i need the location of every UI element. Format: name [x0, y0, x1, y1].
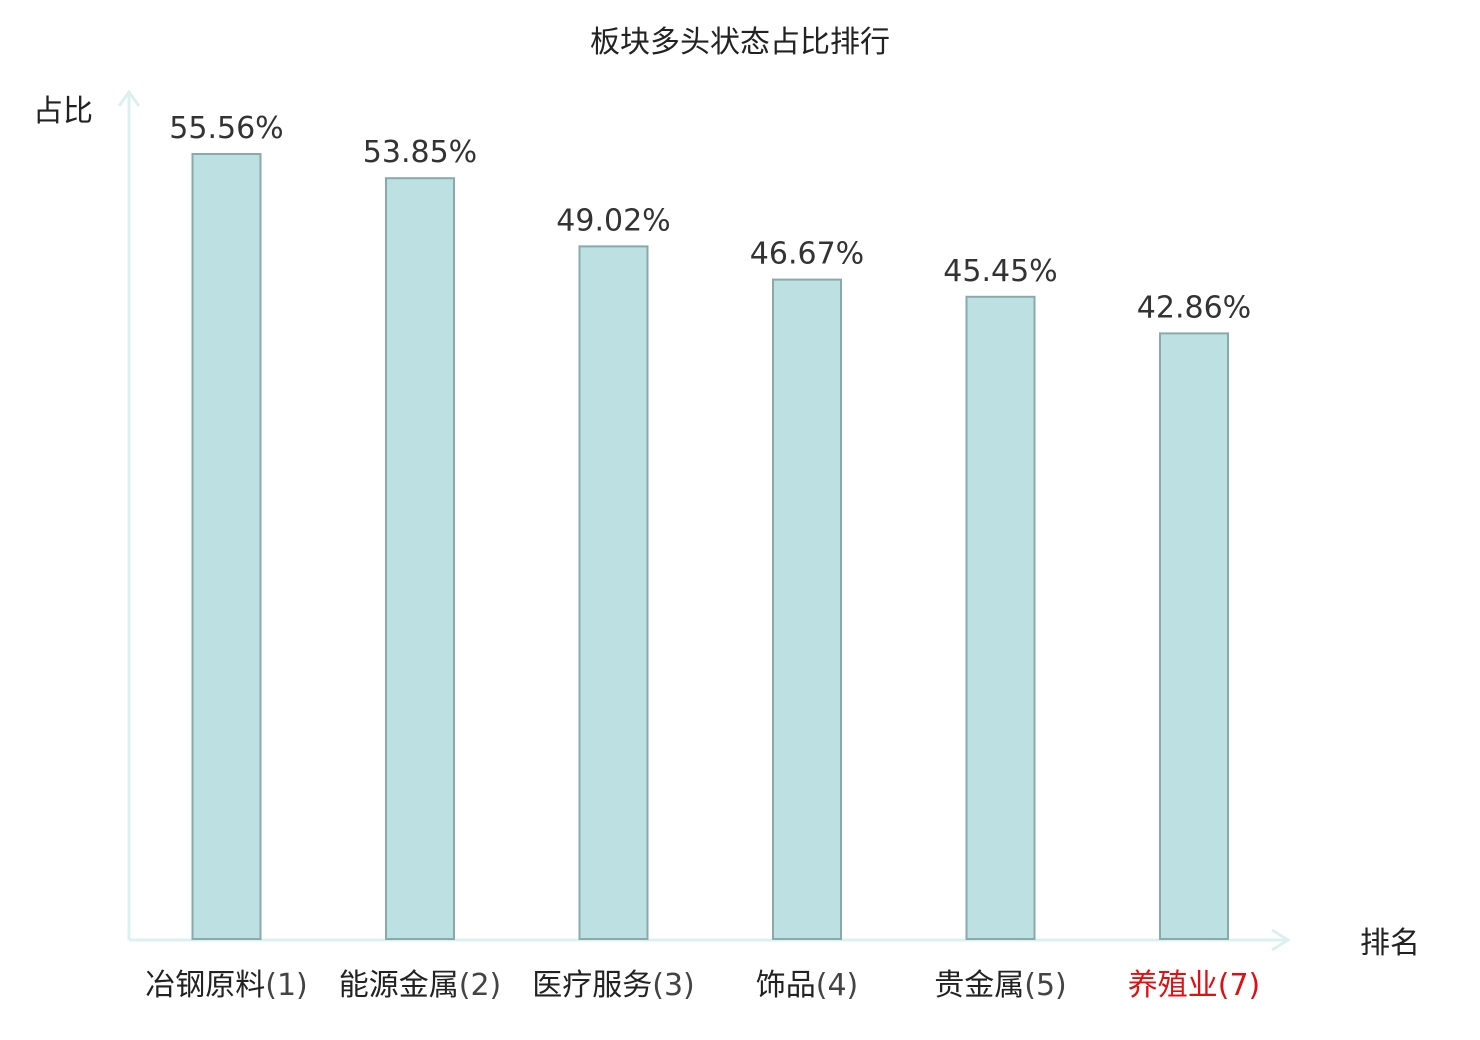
x-tick-label: 能源金属(2) [339, 968, 502, 1003]
x-tick-label: 养殖业(7) [1128, 968, 1261, 1003]
x-tick-label: 贵金属(5) [934, 968, 1067, 1003]
bar [385, 177, 455, 940]
x-tick-label: 冶钢原料(1) [145, 968, 308, 1003]
bar-value-label: 45.45% [943, 254, 1057, 289]
x-tick-rank: (2) [459, 968, 502, 1003]
y-axis-arrow [117, 89, 141, 107]
bar-value-label: 46.67% [750, 237, 864, 272]
bar [1159, 332, 1229, 940]
x-tick-name: 养殖业 [1128, 968, 1218, 1003]
bar-value-label: 42.86% [1137, 290, 1251, 325]
x-tick-rank: (7) [1218, 968, 1261, 1003]
x-tick-name: 能源金属 [339, 968, 459, 1003]
bar-value-label: 49.02% [556, 203, 670, 238]
x-tick-label: 饰品(4) [756, 968, 859, 1003]
x-tick-name: 饰品 [756, 968, 816, 1003]
bar-value-label: 55.56% [169, 111, 283, 146]
bar [578, 245, 649, 940]
axes [117, 89, 1291, 952]
bars [191, 153, 1229, 941]
x-axis-arrow [1271, 928, 1291, 952]
chart-title: 板块多头状态占比排行 [590, 25, 890, 60]
x-tick-name: 医疗服务 [532, 968, 652, 1003]
x-tick-rank: (4) [816, 968, 859, 1003]
x-tick-label: 医疗服务(3) [532, 968, 695, 1003]
value-labels: 55.56% 53.85% 49.02% 46.67% 45.45% 42.86% [169, 111, 1251, 325]
x-tick-rank: (1) [265, 968, 308, 1003]
bar [772, 278, 842, 941]
bar-value-label: 53.85% [363, 135, 477, 170]
y-axis-label: 占比 [33, 94, 93, 129]
bar [191, 153, 262, 940]
x-tick-name: 贵金属 [934, 968, 1024, 1003]
x-tick-rank: (3) [652, 968, 695, 1003]
x-tick-labels: 冶钢原料(1) 能源金属(2) 医疗服务(3) 饰品(4) 贵金属(5) 养殖业(7) [145, 968, 1260, 1003]
bar [965, 295, 1036, 940]
x-axis-label: 排名 [1360, 926, 1420, 961]
x-tick-name: 冶钢原料 [145, 968, 265, 1003]
x-tick-rank: (5) [1024, 968, 1067, 1003]
